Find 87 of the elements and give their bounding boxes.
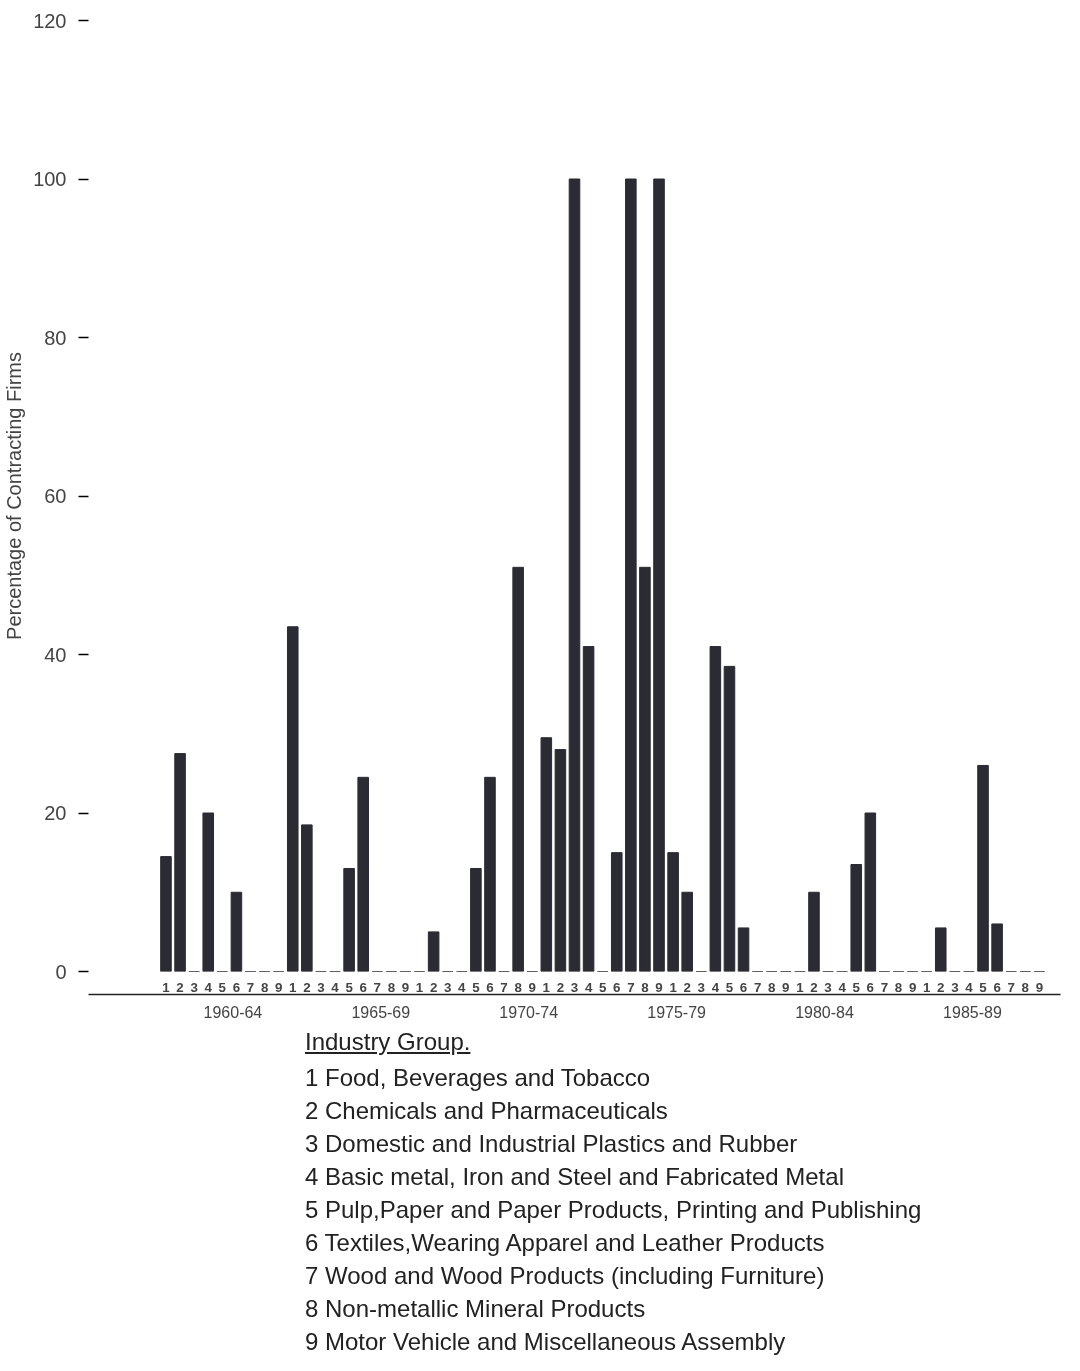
x-tick-label: 9 bbox=[274, 979, 283, 995]
x-tick-label: 2 bbox=[176, 979, 184, 995]
x-tick-label: 7 bbox=[1007, 979, 1015, 995]
x-tick-label: 7 bbox=[373, 979, 381, 995]
x-tick-label: 2 bbox=[429, 979, 438, 995]
x-tick-label: 5 bbox=[598, 979, 607, 995]
x-tick-label: 9 bbox=[655, 979, 663, 995]
text: 2 Chemicals and Pharmaceuticals bbox=[305, 1096, 669, 1127]
text: 1985-89 bbox=[943, 1003, 1002, 1021]
x-tick-label: 5 bbox=[725, 979, 734, 995]
x-tick-label: 1 bbox=[922, 979, 931, 995]
text: 5 Pulp,Paper and Paper Products, Printing and Publishing bbox=[305, 1195, 922, 1226]
x-tick-label: 6 bbox=[486, 979, 494, 995]
y-tick-label: 120 bbox=[33, 9, 67, 32]
text: Industry Group. bbox=[305, 1027, 472, 1057]
x-tick-label: 8 bbox=[768, 979, 776, 995]
text: 4 Basic metal, Iron and Steel and Fabricated Metal bbox=[305, 1162, 845, 1193]
text: 1970-74 bbox=[499, 1003, 559, 1021]
x-tick-label: 3 bbox=[697, 979, 705, 995]
x-tick-label: 5 bbox=[852, 979, 861, 995]
x-tick-label: 5 bbox=[979, 979, 988, 995]
x-tick-label: 3 bbox=[317, 979, 325, 995]
x-tick-label: 2 bbox=[556, 979, 565, 995]
x-tick-label: 6 bbox=[232, 979, 241, 995]
y-tick-label: 60 bbox=[44, 485, 67, 507]
x-tick-label: 2 bbox=[937, 979, 945, 995]
x-tick-label: 4 bbox=[331, 979, 340, 995]
x-tick-label: 7 bbox=[753, 979, 762, 995]
x-tick-label: 6 bbox=[613, 979, 621, 995]
x-tick-label: 7 bbox=[627, 979, 635, 995]
x-tick-label: 1 bbox=[669, 979, 678, 995]
text: 1980-84 bbox=[795, 1003, 854, 1021]
x-tick-label: 9 bbox=[528, 979, 536, 995]
x-tick-label: 4 bbox=[204, 979, 213, 995]
text: 6 Textiles,Wearing Apparel and Leather Products bbox=[305, 1228, 826, 1259]
y-tick-label: 100 bbox=[33, 168, 67, 190]
x-tick-label: 4 bbox=[711, 979, 720, 995]
x-tick-label: 8 bbox=[387, 979, 396, 995]
x-tick-label: 4 bbox=[965, 979, 974, 995]
x-tick-label: 4 bbox=[838, 979, 847, 995]
x-tick-label: 3 bbox=[824, 979, 832, 995]
x-tick-label: 2 bbox=[303, 979, 311, 995]
x-tick-label: 6 bbox=[866, 979, 875, 995]
x-tick-label: 3 bbox=[951, 979, 959, 995]
y-tick-label: 40 bbox=[44, 643, 67, 666]
y-tick-label: 80 bbox=[44, 326, 67, 349]
x-tick-label: 4 bbox=[584, 979, 593, 995]
x-tick-label: 5 bbox=[218, 979, 227, 995]
x-tick-label: 1 bbox=[289, 979, 298, 995]
x-tick-label: 7 bbox=[880, 979, 889, 995]
x-tick-label: 9 bbox=[782, 979, 790, 995]
x-tick-label: 5 bbox=[345, 979, 354, 995]
x-tick-label: 8 bbox=[1021, 979, 1029, 995]
x-tick-label: 8 bbox=[641, 979, 649, 995]
x-tick-label: 1 bbox=[162, 979, 171, 995]
y-axis-title: Percentage of Contracting Firms bbox=[3, 352, 26, 640]
x-tick-label: 9 bbox=[1035, 979, 1044, 995]
text: 7 Wood and Wood Products (including Furniture) bbox=[305, 1261, 826, 1292]
x-tick-label: 9 bbox=[401, 979, 410, 995]
x-tick-label: 3 bbox=[570, 979, 579, 995]
x-tick-label: 4 bbox=[458, 979, 467, 995]
y-tick-label: 20 bbox=[44, 802, 67, 824]
text: 1965-69 bbox=[351, 1003, 411, 1021]
x-tick-label: 7 bbox=[246, 979, 255, 995]
x-tick-label: 3 bbox=[444, 979, 452, 995]
x-tick-label: 8 bbox=[514, 979, 522, 995]
x-tick-label: 2 bbox=[810, 979, 818, 995]
text: 9 Motor Vehicle and Miscellaneous Assembly bbox=[305, 1327, 787, 1358]
x-tick-label: 1 bbox=[415, 979, 424, 995]
x-tick-label: 8 bbox=[894, 979, 903, 995]
x-tick-label: 6 bbox=[739, 979, 748, 995]
text: 8 Non-metallic Mineral Products bbox=[305, 1294, 647, 1325]
x-tick-label: 8 bbox=[260, 979, 269, 995]
y-tick-label: 0 bbox=[55, 960, 67, 983]
text: 3 Domestic and Industrial Plastics and Rubber bbox=[305, 1129, 799, 1160]
x-tick-label: 1 bbox=[542, 979, 551, 995]
x-tick-label: 6 bbox=[993, 979, 1001, 995]
x-tick-label: 5 bbox=[472, 979, 481, 995]
x-tick-label: 3 bbox=[190, 979, 198, 995]
x-tick-label: 2 bbox=[683, 979, 691, 995]
text: 1960-64 bbox=[203, 1003, 263, 1021]
x-tick-label: 9 bbox=[908, 979, 917, 995]
x-tick-label: 7 bbox=[500, 979, 508, 995]
text: 1975-79 bbox=[647, 1003, 707, 1021]
x-tick-label: 6 bbox=[359, 979, 367, 995]
text: 1 Food, Beverages and Tobacco bbox=[305, 1063, 652, 1094]
x-tick-label: 1 bbox=[796, 979, 805, 995]
